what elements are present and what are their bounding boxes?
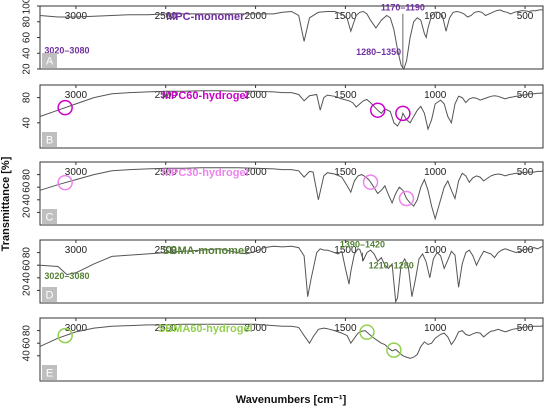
x-tick-label: 1500	[334, 245, 357, 256]
y-tick-label: 40	[22, 117, 33, 129]
x-tick-label: 1000	[424, 323, 447, 334]
y-tick-label: 40	[22, 47, 33, 59]
y-tick-label: 80	[22, 16, 33, 28]
x-tick-label: 2000	[244, 11, 267, 22]
x-tick-label: 1500	[334, 11, 357, 22]
panel-letter: E	[46, 368, 53, 380]
y-tick-label: 80	[22, 92, 33, 104]
x-tick-label: 1000	[424, 167, 447, 178]
x-tick-label: 2000	[244, 245, 267, 256]
highlight-circle	[386, 342, 402, 358]
highlight-circle	[57, 327, 73, 344]
x-axis-label: Wavenumbers [cm⁻¹]	[236, 394, 347, 406]
highlight-circle	[362, 174, 379, 190]
panel-frame	[39, 84, 544, 149]
panel-title: SBMA60-hydrogel	[158, 323, 253, 335]
panel-title: MPC60-hydrogel	[162, 90, 249, 102]
y-tick-label: 60	[22, 181, 33, 193]
x-tick-label: 2500	[155, 90, 178, 101]
y-tick-label: 40	[22, 272, 33, 284]
y-tick-label: 100	[22, 0, 33, 14]
y-tick-label: 20	[22, 63, 33, 75]
x-tick-label: 2000	[244, 323, 267, 334]
highlight-circle	[398, 190, 415, 207]
panel-title: SBMA-monomer	[162, 245, 249, 257]
x-tick-label: 2500	[155, 323, 178, 334]
spectrum-line	[39, 90, 544, 131]
spectrum-line	[39, 245, 544, 304]
y-axis-label: Transmittance [%]	[0, 156, 12, 251]
panel-annotation: 1170–1190	[381, 3, 425, 13]
x-tick-label: 2500	[155, 167, 178, 178]
x-tick-label: 2000	[244, 167, 267, 178]
y-tick-label: 60	[22, 32, 33, 44]
panel-letter-badge	[42, 287, 57, 302]
panel-annotation: 1390–1420	[340, 240, 385, 250]
y-tick-label: 40	[22, 350, 33, 362]
panel-annotation: 3020–3080	[44, 271, 89, 281]
x-tick-label: 1000	[424, 90, 447, 101]
x-tick-label: 1000	[424, 245, 447, 256]
panels-layer: 3000 2500 2000 1500 1000 50020406080100MPC-mo…	[22, 0, 544, 382]
highlight-circle	[359, 324, 375, 340]
x-tick-label: 1500	[334, 90, 357, 101]
y-tick-label: 60	[22, 259, 33, 271]
panel-title: MPC-monomer	[166, 11, 245, 23]
y-tick-label: 80	[22, 247, 33, 259]
x-tick-label: 2500	[155, 245, 178, 256]
panel-annotation: 1280–1350	[356, 47, 401, 57]
spectrum-line	[39, 167, 544, 221]
spectrum-line	[39, 323, 544, 359]
x-tick-label: 1500	[334, 323, 357, 334]
x-tick-label: 2000	[244, 90, 267, 101]
spectrum-line	[39, 9, 543, 71]
panel-annotation: 3020–3080	[44, 45, 89, 55]
panel-letter-badge	[42, 209, 57, 224]
y-tick-label: 20	[22, 284, 33, 296]
panel-letter: D	[46, 290, 54, 302]
x-tick-label: 3000	[65, 90, 88, 101]
highlight-circle	[369, 102, 386, 118]
panel-letter-badge	[42, 53, 57, 68]
x-tick-label: 3000	[65, 167, 88, 178]
panel-letter: C	[46, 212, 54, 224]
panel-frame	[39, 161, 544, 226]
y-tick-label: 80	[22, 325, 33, 337]
panel-annotation: 1210–1280	[369, 260, 414, 270]
x-tick-label: 500	[517, 245, 534, 256]
panel-letter: B	[46, 135, 53, 147]
x-tick-label: 500	[517, 323, 534, 334]
x-tick-label: 3000	[65, 323, 88, 334]
panel-letter-badge	[42, 365, 57, 380]
x-tick-label: 500	[517, 90, 534, 101]
panel-frame	[39, 239, 544, 304]
panel-a: 3000 2500 2000 1500 1000 50020406080100MPC-mo…	[22, 0, 544, 75]
panel-b: 3000 2500 2000 1500 1000 500 40 80 MPC60-hydroge…	[22, 84, 544, 149]
y-tick-label: 80	[22, 169, 33, 181]
x-tick-label: 3000	[65, 245, 88, 256]
y-tick-label: 20	[22, 206, 33, 218]
highlight-circle	[57, 99, 73, 116]
y-tick-label: 40	[22, 194, 33, 206]
y-tick-label: 60	[22, 337, 33, 349]
highlight-circle	[395, 105, 411, 122]
panel-letter: A	[46, 56, 54, 68]
x-tick-label: 500	[517, 11, 534, 22]
x-tick-label: 2500	[155, 11, 178, 22]
highlight-circle	[57, 174, 73, 191]
panel-letter-badge	[42, 132, 57, 147]
x-tick-label: 1500	[334, 167, 357, 178]
panel-title: MPC30-hydrogel	[162, 167, 249, 179]
x-tick-label: 1000	[424, 11, 447, 22]
panel-frame	[39, 317, 544, 382]
